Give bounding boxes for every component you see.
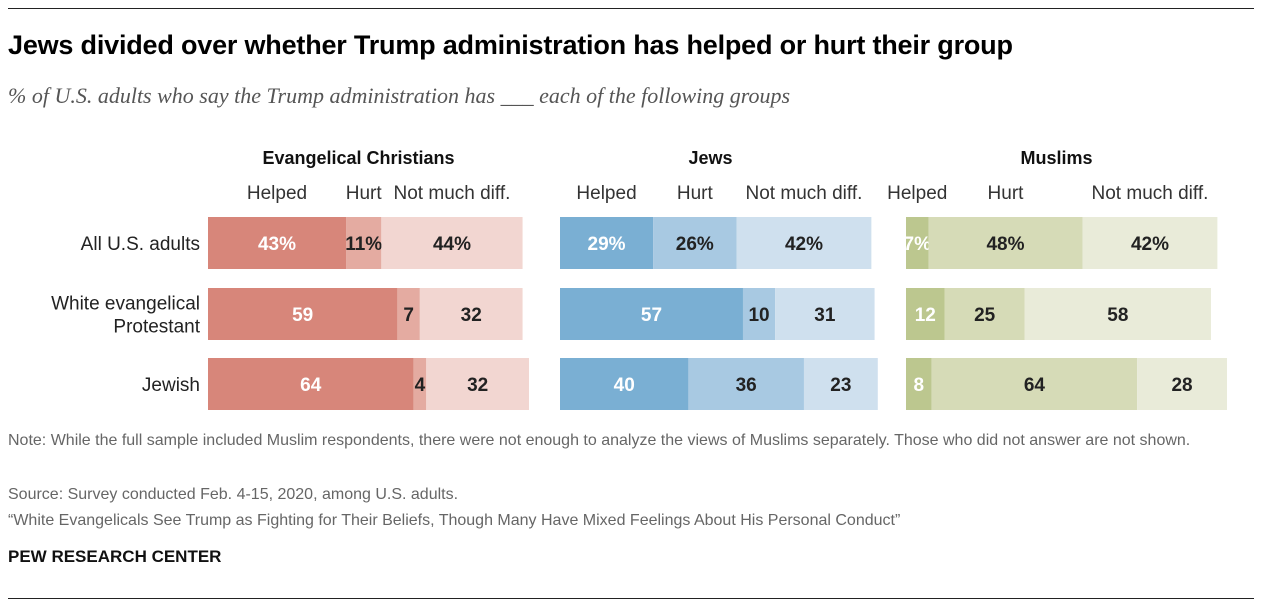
bar-segment [346, 217, 382, 269]
bar-segment [775, 288, 875, 340]
data-label: 64 [300, 375, 322, 396]
bar-segment [928, 217, 1083, 269]
data-label: 11% [345, 234, 382, 255]
bar-segment [1024, 288, 1211, 340]
row-label: All U.S. adults [81, 234, 200, 255]
bar-segment [419, 288, 523, 340]
data-label: 42% [785, 234, 823, 255]
chart-note: Note: While the full sample included Mus… [8, 432, 1191, 449]
stacked-bar-chart: All U.S. adults White evangelicalProtesta… [51, 148, 1227, 410]
data-label: 29% [588, 234, 626, 255]
data-label: 32 [461, 305, 482, 326]
row-label: Jewish [142, 375, 200, 396]
data-label: 32 [467, 375, 488, 396]
data-label: 43% [258, 234, 296, 255]
data-label: 57 [641, 305, 662, 326]
bar-segment [208, 288, 398, 340]
bar-segment [381, 217, 523, 269]
panel-title: Evangelical Christians [262, 148, 454, 168]
chart-title: Jews divided over whether Trump administ… [8, 30, 1013, 60]
row-label: White evangelical [51, 294, 200, 315]
segment-header: Helped [247, 183, 307, 204]
bar-segment [803, 358, 878, 410]
segment-header: Helped [576, 183, 636, 204]
bar-segment [560, 217, 654, 269]
data-label: 40 [614, 375, 635, 396]
bottom-rule [8, 598, 1254, 599]
data-label: 44% [433, 234, 471, 255]
top-rule [8, 8, 1254, 9]
bar-segment [1137, 358, 1227, 410]
data-label: 26% [676, 234, 714, 255]
bar-segment [906, 358, 932, 410]
chart-source: Source: Survey conducted Feb. 4-15, 2020… [8, 486, 459, 503]
bar-segment [736, 217, 872, 269]
data-label: 31 [814, 305, 836, 326]
data-label: 64 [1024, 375, 1046, 396]
bar-segment [413, 358, 427, 410]
segment-header: Hurt [677, 183, 714, 204]
bar-segment [426, 358, 529, 410]
segment-header: Hurt [346, 183, 383, 204]
data-label: 10 [748, 305, 769, 326]
bar-segment [688, 358, 804, 410]
panel-title: Jews [688, 148, 732, 168]
bar-segment [208, 358, 414, 410]
bar-segment [931, 358, 1138, 410]
row-label: Protestant [113, 317, 200, 338]
data-label: 23 [830, 375, 851, 396]
data-label: 58 [1107, 305, 1128, 326]
segment-header: Not much diff. [746, 183, 863, 204]
data-label: 25 [974, 305, 996, 326]
segment-header: Hurt [988, 183, 1025, 204]
bar-segment [397, 288, 420, 340]
bar-segment [560, 358, 689, 410]
panel-title: Muslims [1020, 148, 1092, 168]
bar-segment [1082, 217, 1218, 269]
chart-subtitle: % of U.S. adults who say the Trump admin… [8, 83, 791, 108]
bar-segment [742, 288, 776, 340]
bar-segment [906, 217, 929, 269]
data-label: 4 [415, 375, 426, 396]
bar-segment [653, 217, 737, 269]
data-label: 42% [1131, 234, 1169, 255]
segment-header: Not much diff. [1092, 183, 1209, 204]
bar-segment [944, 288, 1025, 340]
data-label: 7% [904, 234, 932, 255]
data-label: 48% [986, 234, 1024, 255]
data-label: 36 [736, 375, 757, 396]
data-label: 8 [914, 375, 925, 396]
data-label: 7 [403, 305, 414, 326]
segment-header: Helped [887, 183, 947, 204]
brand-logo-text: PEW RESEARCH CENTER [8, 547, 222, 566]
bar-segment [906, 288, 945, 340]
report-title: “White Evangelicals See Trump as Fightin… [8, 512, 901, 529]
data-label: 59 [292, 305, 313, 326]
segment-header: Not much diff. [394, 183, 511, 204]
bar-segment [560, 288, 743, 340]
bar-segment [208, 217, 347, 269]
data-label: 12 [915, 305, 936, 326]
data-label: 28 [1171, 375, 1192, 396]
